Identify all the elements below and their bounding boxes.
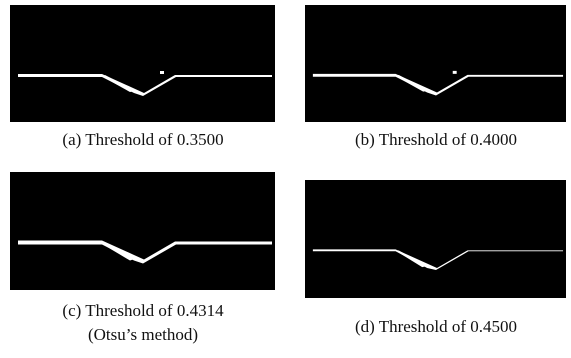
caption-line: (b) Threshold of 0.4000: [296, 128, 571, 152]
threshold-image: [305, 180, 566, 298]
laser-line: [10, 172, 275, 290]
figure-page: (a) Threshold of 0.3500 (b) Threshold of…: [0, 0, 571, 358]
threshold-image: [305, 5, 566, 122]
caption-line: (c) Threshold of 0.4314: [3, 299, 283, 323]
caption: (c) Threshold of 0.4314(Otsu’s method): [3, 299, 283, 347]
laser-line: [305, 5, 566, 122]
caption-line: (Otsu’s method): [3, 323, 283, 347]
caption: (b) Threshold of 0.4000: [296, 128, 571, 152]
threshold-image: [10, 5, 275, 122]
threshold-image: [10, 172, 275, 290]
laser-line: [305, 180, 566, 298]
caption-line: (a) Threshold of 0.3500: [3, 128, 283, 152]
caption: (a) Threshold of 0.3500: [3, 128, 283, 152]
laser-line: [10, 5, 275, 122]
caption: (d) Threshold of 0.4500: [296, 315, 571, 339]
caption-line: (d) Threshold of 0.4500: [296, 315, 571, 339]
